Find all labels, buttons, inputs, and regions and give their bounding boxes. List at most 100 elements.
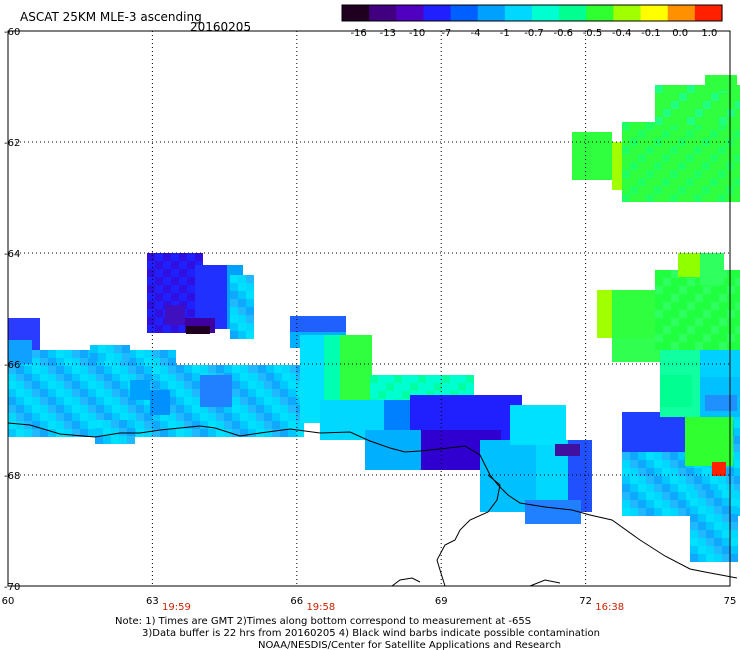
wind-cell [663,101,671,109]
wind-cell [56,350,64,358]
wind-cell [332,383,340,391]
wind-cell [72,366,80,374]
colorbar-label: -13 [380,28,396,39]
wind-cell [288,365,296,373]
wind-cell [714,522,722,530]
wind-cell [160,373,168,381]
wind-cell [727,310,735,318]
wind-cell [324,391,332,399]
wind-cell [111,420,119,428]
wind-cell [144,397,152,405]
wind-cell [332,391,340,399]
wind-cell [679,101,687,109]
wind-cell [560,464,568,472]
wind-cell [8,340,16,348]
wind-cell [176,421,184,429]
wind-cell [122,353,130,361]
wind-cell [356,383,364,391]
wind-cell [549,500,557,508]
wind-cell [250,365,258,373]
wind-cell [120,373,128,381]
wind-cell [370,375,378,383]
wind-cell [488,464,496,472]
wind-cell [32,413,40,421]
wind-cell [96,389,104,397]
wind-cell [280,413,288,421]
wind-cell [676,391,684,399]
wind-cell [308,415,316,423]
wind-cell [410,419,418,427]
wind-cell [660,361,668,369]
wind-cell [176,373,184,381]
wind-cell [442,419,450,427]
wind-cell [324,343,332,351]
wind-cell [630,428,638,436]
wind-cell [147,269,155,277]
wind-cell [668,369,676,377]
wind-cell [106,353,114,361]
wind-cell [88,397,96,405]
wind-cell [282,373,290,381]
wind-cell [725,450,733,458]
wind-cell [727,117,735,125]
wind-cell [734,484,740,492]
wind-cell [713,83,721,91]
wind-cell [727,326,735,334]
wind-cell [678,122,686,130]
wind-cell [719,342,727,350]
wind-cell [711,101,719,109]
wind-cell [510,421,518,429]
wind-cell [480,464,488,472]
wind-cell [716,261,724,269]
wind-cell [721,395,729,403]
wind-cell [264,381,272,389]
wind-cell [702,170,710,178]
wind-cell [722,546,730,554]
wind-cell [364,383,372,391]
wind-cell [671,342,679,350]
wind-cell [248,429,256,437]
wind-cell [104,413,112,421]
wind-cell [320,408,328,416]
wind-cell [604,172,612,180]
wind-cell [584,456,592,464]
wind-cell [235,265,243,273]
wind-cell [232,405,240,413]
wind-cell [735,85,740,93]
wind-cell [701,434,709,442]
wind-cell [718,154,726,162]
wind-cell [510,437,518,445]
wind-cell [710,130,718,138]
wind-cell [32,350,40,358]
wind-cell [685,458,693,466]
wind-cell [597,306,605,314]
wind-cell [732,361,740,369]
wind-cell [397,446,405,454]
wind-cell [573,516,581,524]
wind-cell [690,538,698,546]
wind-cell [179,269,187,277]
wind-cell [437,430,445,438]
wind-cell [160,429,168,437]
wind-cell [504,496,512,504]
wind-cell [389,454,397,462]
wind-cell [280,397,288,405]
wind-cell [698,530,706,538]
wind-cell [373,454,381,462]
wind-cell [572,132,580,140]
wind-cell [706,506,714,514]
wind-cell [711,310,719,318]
wind-cell [155,269,163,277]
wind-cell [264,389,272,397]
wind-cell [480,440,488,448]
wind-cell [40,373,48,381]
wind-cell [670,452,678,460]
wind-cell [512,488,520,496]
wind-cell [496,480,504,488]
wind-cell [654,170,662,178]
wind-cell [620,290,628,298]
wind-cell [687,318,695,326]
wind-cell [179,293,187,301]
map-frame [7,30,731,587]
wind-cell [224,375,232,383]
